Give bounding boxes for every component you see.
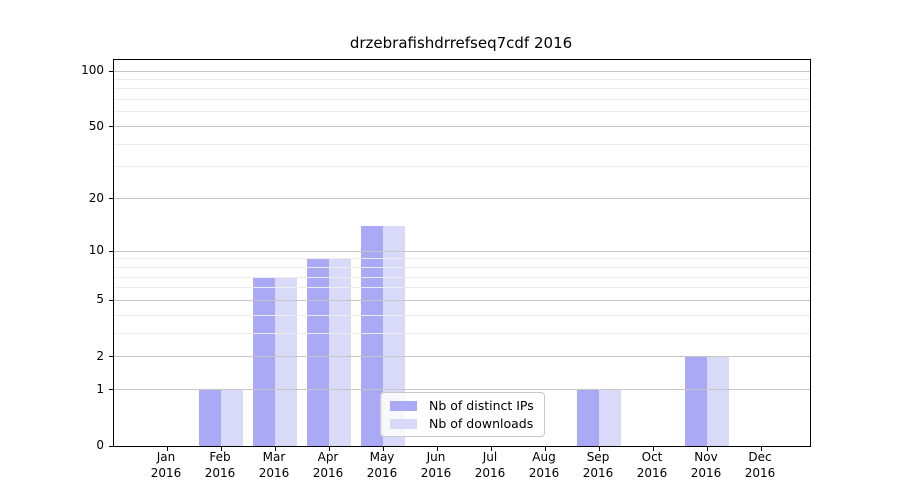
x-axis-label-dec: Dec 2016 <box>744 450 776 480</box>
x-tick <box>653 447 654 451</box>
x-axis-label-nov: Nov 2016 <box>690 450 722 480</box>
bar-downloads-feb <box>221 389 243 446</box>
gridline-minor <box>114 143 810 145</box>
bar-downloads-may <box>383 225 405 446</box>
x-tick <box>491 447 492 451</box>
bar-downloads-apr <box>329 258 351 446</box>
x-tick <box>437 447 438 451</box>
legend-swatch-distinct-ips <box>390 400 417 411</box>
y-tick <box>109 356 113 358</box>
y-axis-label-100: 100 <box>81 63 104 77</box>
gridline-minor <box>114 111 810 113</box>
gridline-minor <box>114 314 810 316</box>
gridline-minor <box>114 99 810 101</box>
x-tick <box>167 447 168 451</box>
gridline-minor <box>114 332 810 334</box>
gridline-minor <box>114 266 810 268</box>
gridline-major <box>114 250 810 252</box>
x-axis-label-apr: Apr 2016 <box>312 450 344 480</box>
y-tick <box>109 389 113 391</box>
legend-entry-downloads: Nb of downloads <box>389 417 536 430</box>
bar-downloads-mar <box>275 277 297 446</box>
y-tick <box>109 445 113 447</box>
x-axis-label-feb: Feb 2016 <box>204 450 236 480</box>
plot-area: Nb of distinct IPs Nb of downloads <box>109 59 811 451</box>
y-tick <box>109 70 113 72</box>
x-tick <box>599 447 600 451</box>
bar-distinct-ips-apr <box>307 258 329 446</box>
gridline-major <box>114 70 810 72</box>
gridline-minor <box>114 276 810 278</box>
gridline-minor <box>114 88 810 90</box>
gridline-minor <box>114 287 810 289</box>
x-tick <box>761 447 762 451</box>
x-axis-label-may: May 2016 <box>366 450 398 480</box>
gridline-minor <box>114 78 810 80</box>
bar-distinct-ips-may <box>361 225 383 446</box>
y-tick <box>109 250 113 252</box>
x-axis-label-jun: Jun 2016 <box>420 450 452 480</box>
y-axis-label-2: 2 <box>96 348 104 363</box>
x-tick <box>329 447 330 451</box>
bar-distinct-ips-feb <box>199 389 221 446</box>
gridline-minor <box>114 166 810 168</box>
bar-distinct-ips-sep <box>577 389 599 446</box>
y-axis-label-20: 20 <box>88 190 104 205</box>
x-axis-label-jan: Jan 2016 <box>150 450 182 480</box>
legend-swatch-downloads <box>390 418 417 429</box>
x-axis-label-oct: Oct 2016 <box>636 450 668 480</box>
x-axis-label-jul: Jul 2016 <box>474 450 506 480</box>
gridline-major <box>114 198 810 200</box>
y-tick <box>109 299 113 301</box>
x-tick <box>707 447 708 451</box>
gridline-major <box>114 126 810 128</box>
chart-title: drzebrafishdrrefseq7cdf 2016 <box>349 34 573 52</box>
y-axis-label-5: 5 <box>96 292 104 307</box>
y-axis-label-0: 0 <box>96 438 104 452</box>
bar-downloads-sep <box>599 389 621 446</box>
x-tick <box>383 447 384 451</box>
gridline-minor <box>114 258 810 260</box>
x-tick <box>221 447 222 451</box>
y-axis-label-10: 10 <box>88 243 104 258</box>
y-axis-label-50: 50 <box>88 118 104 133</box>
x-tick <box>545 447 546 451</box>
bar-downloads-nov <box>707 356 729 446</box>
bar-distinct-ips-mar <box>253 277 275 446</box>
bar-distinct-ips-nov <box>685 356 707 446</box>
x-axis-label-sep: Sep 2016 <box>582 450 614 480</box>
y-tick <box>109 198 113 200</box>
x-tick <box>275 447 276 451</box>
y-tick <box>109 126 113 128</box>
x-axis-label-aug: Aug 2016 <box>528 450 560 480</box>
x-axis-label-mar: Mar 2016 <box>258 450 290 480</box>
gridline-major <box>114 356 810 358</box>
gridline-major <box>114 299 810 301</box>
legend: Nb of distinct IPs Nb of downloads <box>380 392 545 437</box>
y-axis-label-1: 1 <box>96 381 104 396</box>
legend-label-distinct-ips: Nb of distinct IPs <box>429 398 534 413</box>
legend-label-downloads: Nb of downloads <box>429 416 534 431</box>
legend-entry-distinct-ips: Nb of distinct IPs <box>389 399 536 412</box>
gridline-major <box>114 389 810 391</box>
